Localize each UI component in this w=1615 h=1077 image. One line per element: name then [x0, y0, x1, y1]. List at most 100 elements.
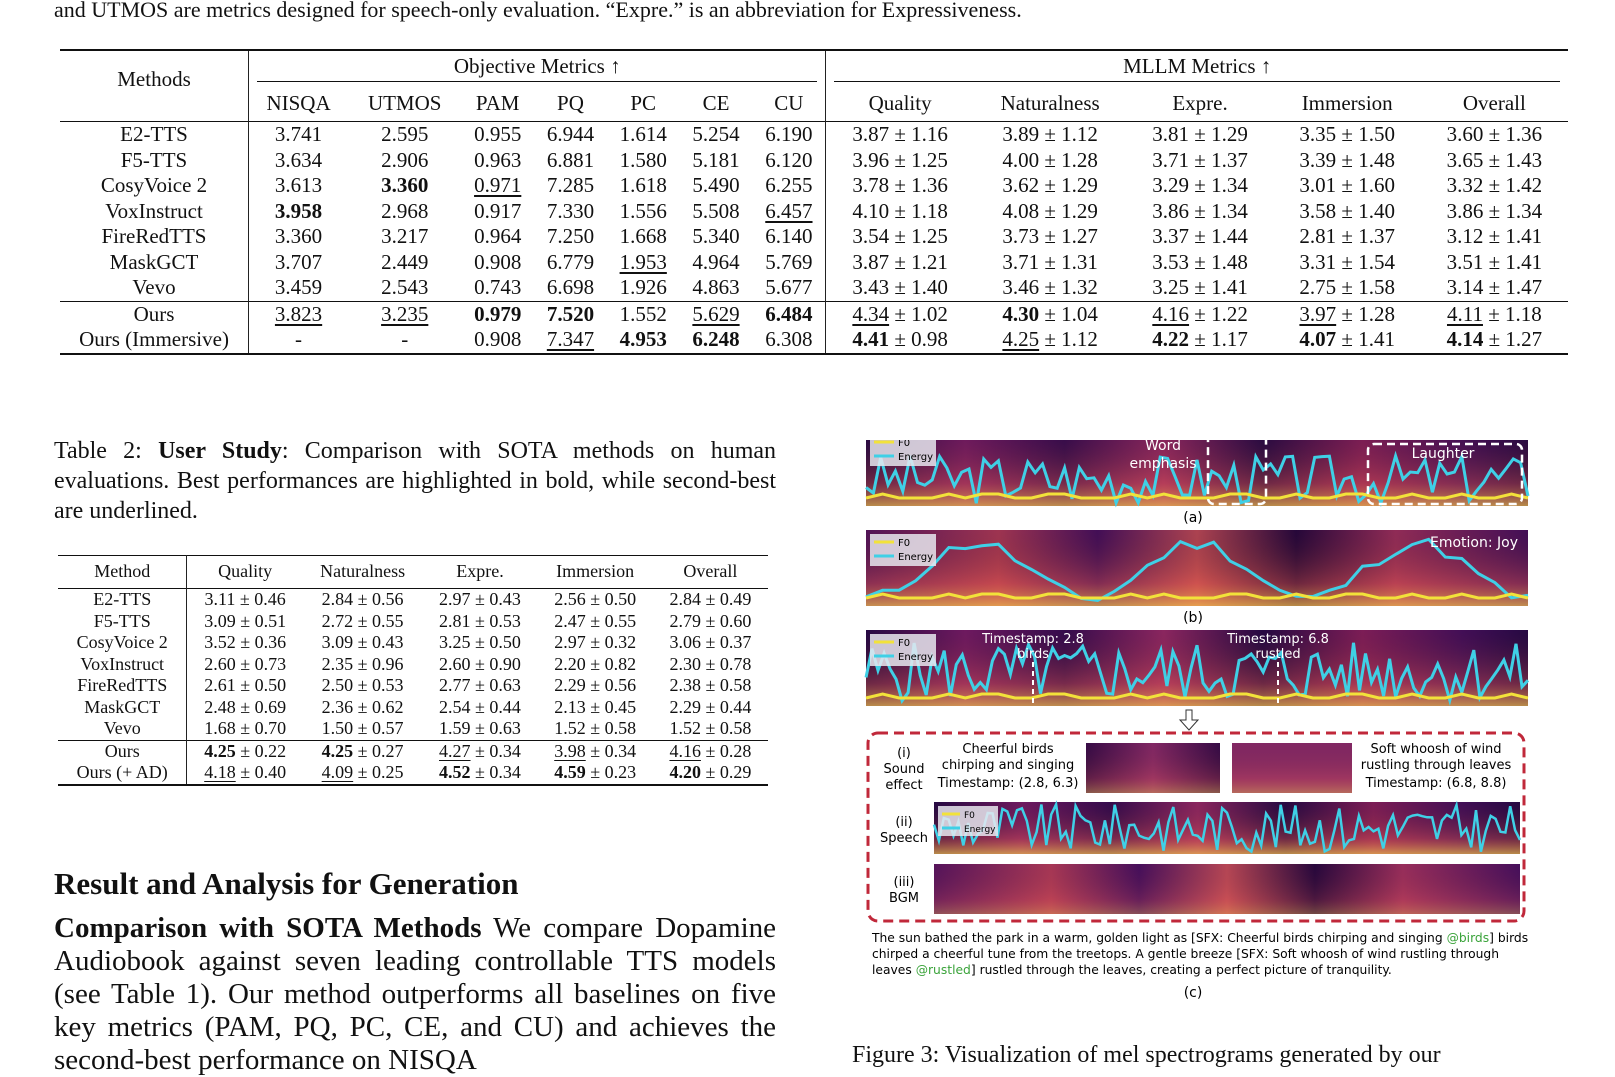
- cell: 3.97 ± 1.28: [1299, 301, 1395, 326]
- cell: 3.613: [248, 173, 349, 199]
- objective-metrics-header: Objective Metrics ↑: [257, 54, 818, 82]
- t1-col-header: NISQA: [248, 85, 349, 122]
- cell: 4.10 ± 1.18: [825, 198, 974, 224]
- cell: 2.449: [381, 249, 429, 274]
- cell: 3.12 ± 1.41: [1446, 224, 1543, 248]
- cell: 2.30 ± 0.78: [669, 653, 752, 674]
- cell: 7.285: [546, 173, 595, 197]
- cell: 6.698: [546, 275, 595, 299]
- table-row: Vevo 3.459 2.543 0.743 6.698 1.926 4.863 5.677 3…: [60, 275, 1568, 301]
- cell: 5.254: [692, 122, 740, 146]
- spectrogram-panel-b: F0 Energy Emotion: Joy (b): [865, 530, 1529, 626]
- cell: 3.60 ± 1.36: [1446, 122, 1543, 146]
- spectrogram-panel-a: F0 Energy Word emphasis Laughter (a): [865, 440, 1530, 526]
- row-method: Ours: [133, 301, 175, 326]
- label-word: Word: [1145, 440, 1181, 454]
- cell: 4.59 ± 0.23: [554, 762, 637, 782]
- laughter-box: [1366, 442, 1524, 506]
- cell: 3.35 ± 1.50: [1299, 122, 1395, 146]
- cell: 4.14 ± 1.27: [1446, 327, 1543, 351]
- table-1: Methods Objective Metrics ↑ MLLM Metrics…: [60, 49, 1568, 381]
- cell: 3.54 ± 1.25: [825, 224, 974, 250]
- cell: 4.20 ± 0.29: [669, 762, 752, 782]
- cell: 5.677: [765, 275, 813, 299]
- row-method: Ours (Immersive): [79, 327, 229, 351]
- t1-col-header: Expre.: [1172, 90, 1228, 115]
- cell: 2.77 ± 0.63: [439, 675, 521, 695]
- cell: 3.52 ± 0.36: [186, 632, 303, 654]
- cell: 4.30 ± 1.04: [1002, 301, 1098, 326]
- cell: 3.46 ± 1.32: [1002, 275, 1098, 299]
- table-row: FireRedTTS 2.61 ± 0.50 2.50 ± 0.53 2.77 ± 0…: [58, 675, 768, 697]
- table-row: FireRedTTS 3.360 3.217 0.964 7.250 1.668 5.340…: [60, 224, 1568, 250]
- table-row: MaskGCT 2.48 ± 0.69 2.36 ± 0.62 2.54 ± 0.44…: [58, 696, 768, 718]
- t1-col-header: PQ: [557, 90, 584, 115]
- legend-energy-a: Energy: [898, 452, 933, 463]
- row-method: Ours: [104, 740, 140, 761]
- cell: 2.61 ± 0.50: [186, 675, 303, 697]
- cell: 3.823: [248, 301, 349, 327]
- table-row: Ours 4.25 ± 0.22 4.25 ± 0.27 4.27 ± 0.34 3.9…: [58, 740, 768, 762]
- label-rustled: rustled: [1255, 647, 1300, 662]
- row-method: MaskGCT: [84, 696, 161, 717]
- legend-box-b: [870, 534, 936, 566]
- cell: 4.25 ± 0.27: [321, 740, 404, 761]
- sfx-desc-4: Soft whoosh of wind: [1370, 742, 1501, 757]
- row-method: VoxInstruct: [80, 653, 165, 674]
- cell: 3.360: [381, 173, 429, 197]
- cell: 2.906: [381, 147, 429, 172]
- cell: 3.53 ± 1.48: [1152, 249, 1248, 274]
- cell: 3.09 ± 0.43: [321, 632, 404, 652]
- cell: 3.31 ± 1.54: [1299, 249, 1395, 274]
- cell: 2.595: [381, 122, 429, 146]
- cell: 7.250: [546, 224, 595, 248]
- cell: 0.908: [474, 249, 522, 274]
- cell: 7.330: [546, 198, 595, 223]
- spectrogram-panel-c: F0 Energy Timestamp: 2.8 birds Timestamp…: [864, 630, 1530, 731]
- cell: 4.41 ± 0.98: [825, 327, 974, 354]
- intro-text-line: and UTMOS are metrics designed for speec…: [54, 0, 1022, 22]
- table-row: E2-TTS 3.11 ± 0.46 2.84 ± 0.56 2.97 ± 0.43 2…: [58, 588, 768, 611]
- story-line-2: chirped a cheerful tune from the treetop…: [872, 947, 1499, 961]
- cell: -: [248, 327, 349, 354]
- emphasis-box: [1206, 440, 1268, 506]
- cell: 6.248: [692, 327, 740, 351]
- t1-col-header: Naturalness: [1000, 90, 1100, 115]
- cell: 3.459: [248, 275, 349, 301]
- table-row: VoxInstruct 2.60 ± 0.73 2.35 ± 0.96 2.60 ± …: [58, 653, 768, 675]
- t2-col-header: Overall: [683, 561, 738, 582]
- methods-header: Methods: [117, 67, 191, 91]
- table-row: F5-TTS 3.09 ± 0.51 2.72 ± 0.55 2.81 ± 0.53 2…: [58, 610, 768, 632]
- legend-f0-speech: F0: [964, 811, 975, 821]
- t1-col-header: PAM: [475, 90, 520, 115]
- cell: 6.881: [546, 147, 595, 172]
- row-method: Ours (+ AD): [76, 762, 168, 782]
- cell: 3.96 ± 1.25: [825, 147, 974, 173]
- cell: 0.979: [474, 301, 522, 326]
- cell: 1.59 ± 0.63: [439, 718, 521, 738]
- cell: 7.520: [546, 301, 595, 326]
- story-line-3: leaves @rustled] rustled through the lea…: [872, 963, 1392, 977]
- sfx-desc-1: Cheerful birds: [962, 742, 1053, 757]
- cell: 2.60 ± 0.73: [186, 653, 303, 675]
- cell: 1.50 ± 0.57: [321, 718, 404, 738]
- cell: 2.75 ± 1.58: [1299, 275, 1395, 299]
- label-timestamp-2: Timestamp: 6.8: [1226, 632, 1329, 647]
- cell: 3.62 ± 1.29: [1002, 173, 1098, 197]
- cell: 6.457: [765, 198, 813, 223]
- label-birds: birds: [1017, 647, 1049, 662]
- legend-f0-b: F0: [898, 538, 910, 549]
- caption-bold: User Study: [158, 438, 282, 464]
- cell: 2.72 ± 0.55: [321, 610, 404, 631]
- table-row: MaskGCT 3.707 2.449 0.908 6.779 1.953 4.964 5.7…: [60, 249, 1568, 275]
- cell: 1.953: [619, 249, 667, 274]
- cell: 5.181: [692, 147, 740, 172]
- cell: 2.50 ± 0.53: [321, 675, 404, 695]
- legend-box-a: [870, 440, 936, 466]
- cell: 2.54 ± 0.44: [439, 696, 521, 717]
- sfx-desc-3: Timestamp: (2.8, 6.3): [937, 776, 1079, 791]
- cell: 3.11 ± 0.46: [186, 588, 303, 611]
- cell: 4.16 ± 1.22: [1152, 301, 1248, 326]
- table-row: Ours (+ AD) 4.18 ± 0.40 4.09 ± 0.25 4.52 ± …: [58, 762, 768, 785]
- mllm-metrics-header: MLLM Metrics ↑: [834, 54, 1560, 82]
